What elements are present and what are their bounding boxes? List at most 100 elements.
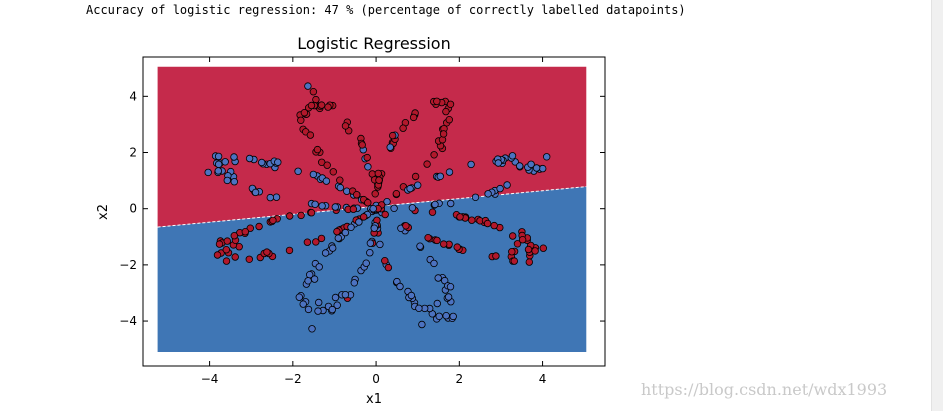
data-point-red [241,227,249,236]
data-point-red [312,95,320,104]
x-tick-label: −4 [201,372,219,386]
data-point-red [442,107,450,116]
data-point-blue [350,279,358,287]
data-point-red [306,131,315,139]
vertical-scrollbar[interactable] [931,0,943,411]
data-point-red [456,213,464,221]
data-point-blue [329,244,337,252]
watermark-text: https://blog.csdn.net/wdx1993 [641,380,888,399]
data-point-blue [334,234,342,242]
data-point-blue [496,184,504,193]
data-point-blue [315,263,323,271]
data-point-blue [430,259,438,268]
data-point-red [336,176,344,184]
data-point-blue [304,82,312,90]
data-point-blue [294,167,302,175]
data-point-blue [295,293,303,301]
data-point-blue [431,200,439,209]
data-point-blue [331,293,340,302]
data-point-blue [315,298,323,307]
data-point-blue [406,184,414,193]
data-point-red [399,124,407,132]
x-tick-label: 4 [539,372,547,386]
data-point-blue [311,200,319,208]
data-point-red [329,168,337,176]
data-point-blue [434,274,442,282]
data-point-blue [436,172,444,180]
data-point-blue [376,240,384,249]
data-point-red [374,169,382,178]
data-point-blue [416,242,424,250]
data-point-red [245,255,253,263]
region-blue [157,186,587,352]
data-point-blue [355,218,363,226]
data-point-blue [347,223,355,231]
data-point-blue [449,312,457,321]
data-point-blue [322,177,331,185]
decision-regions [157,66,587,352]
data-point-red [445,115,453,124]
data-point-blue [245,154,254,163]
data-point-red [509,232,517,240]
data-point-blue [336,183,344,192]
cell-output-text: Accuracy of logistic regression: 47 % (p… [86,3,686,17]
data-point-red [392,189,401,198]
data-point-blue [543,153,551,161]
data-point-red [363,153,371,162]
data-point-blue [333,301,341,309]
data-point-red [309,87,318,96]
data-point-red [313,145,322,154]
data-point-blue [204,168,212,177]
data-point-blue [214,152,223,161]
data-point-red [285,246,294,255]
y-tick-label: 0 [129,202,137,216]
data-point-red [246,224,254,232]
data-point-blue [446,283,455,291]
data-point-red [341,122,350,130]
data-point-red [324,103,332,111]
data-point-blue [272,193,281,201]
x-tick-label: −2 [284,372,302,386]
data-point-red [222,257,231,265]
data-point-red [307,101,316,110]
x-tick-label: 0 [372,372,380,386]
data-point-red [423,160,431,168]
data-point-blue [369,204,377,213]
data-point-red [525,258,533,266]
data-point-blue [214,160,223,168]
region-red [157,66,587,228]
data-point-red [384,263,393,272]
data-point-red [349,205,358,213]
data-point-blue [503,181,511,189]
data-point-blue [484,190,492,198]
data-point-blue [306,271,314,279]
data-point-red [433,97,441,105]
data-point-red [215,240,224,248]
data-point-blue [370,224,378,232]
data-point-blue [214,167,222,175]
data-point-blue [304,305,313,314]
y-tick-label: 4 [129,89,137,103]
data-point-red [360,213,368,221]
data-point-red [269,216,277,224]
data-point-red [433,236,441,245]
data-point-blue [508,152,517,160]
data-point-red [539,244,547,252]
data-point-blue [223,176,231,185]
data-point-red [263,248,271,256]
data-point-blue [386,143,394,151]
x-tick-label: 2 [456,372,464,386]
data-point-blue [341,228,350,237]
data-point-blue [433,299,441,308]
data-point-red [317,101,326,109]
data-point-blue [318,202,326,210]
data-point-red [409,113,418,122]
data-point-red [402,222,410,230]
data-point-blue [299,300,307,308]
data-point-red [453,243,461,251]
data-point-blue [230,177,238,186]
data-point-blue [467,160,475,169]
data-point-red [213,251,222,259]
data-point-blue [494,159,502,167]
data-point-blue [516,162,524,170]
